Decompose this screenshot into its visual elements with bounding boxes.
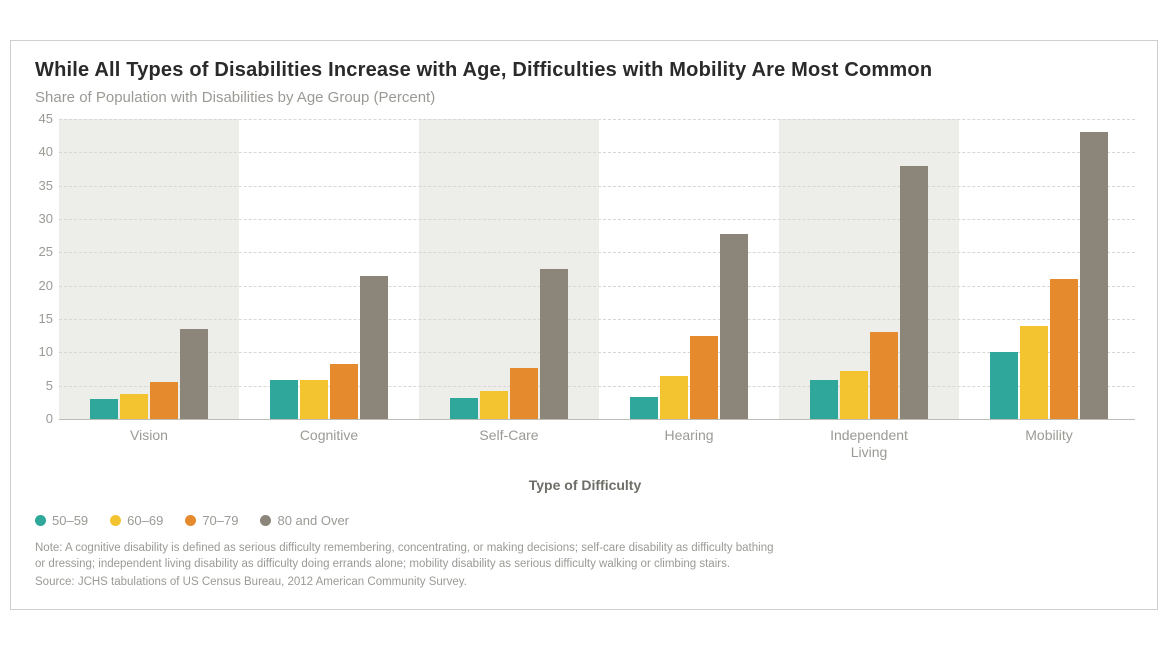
bar <box>630 397 658 419</box>
bar <box>480 391 508 419</box>
bar <box>90 399 118 419</box>
bar <box>120 394 148 419</box>
x-axis-line <box>59 419 1135 420</box>
legend-item: 80 and Over <box>260 513 349 528</box>
category-label: Hearing <box>609 427 769 444</box>
gridline <box>59 286 1135 287</box>
y-tick-label: 20 <box>23 278 53 293</box>
y-tick-label: 0 <box>23 411 53 426</box>
bar <box>810 380 838 419</box>
bar <box>540 269 568 419</box>
y-tick-label: 5 <box>23 378 53 393</box>
bar <box>840 371 868 419</box>
shaded-band <box>779 119 959 419</box>
legend-swatch <box>185 515 196 526</box>
gridline <box>59 252 1135 253</box>
category-label: Cognitive <box>249 427 409 444</box>
shaded-band <box>419 119 599 419</box>
bar <box>690 336 718 419</box>
chart-frame: While All Types of Disabilities Increase… <box>10 40 1158 610</box>
legend-item: 70–79 <box>185 513 238 528</box>
bar <box>450 398 478 419</box>
y-tick-label: 40 <box>23 144 53 159</box>
legend-label: 70–79 <box>202 513 238 528</box>
y-tick-label: 30 <box>23 211 53 226</box>
legend-swatch <box>110 515 121 526</box>
bar <box>330 364 358 419</box>
bar <box>1020 326 1048 419</box>
y-tick-label: 15 <box>23 311 53 326</box>
gridline <box>59 219 1135 220</box>
bar <box>510 368 538 419</box>
footnote-line-2: or dressing; independent living disabili… <box>35 557 730 573</box>
bar <box>870 332 898 419</box>
bar <box>720 234 748 419</box>
bar <box>180 329 208 419</box>
y-tick-label: 25 <box>23 244 53 259</box>
chart-title: While All Types of Disabilities Increase… <box>35 59 932 82</box>
bar <box>150 382 178 419</box>
bar <box>270 380 298 419</box>
legend-label: 60–69 <box>127 513 163 528</box>
bar <box>660 376 688 419</box>
legend-swatch <box>260 515 271 526</box>
bar <box>360 276 388 419</box>
shaded-band <box>59 119 239 419</box>
chart-plot-area: Type of Difficulty 051015202530354045Vis… <box>35 119 1135 419</box>
gridline <box>59 352 1135 353</box>
category-label: Vision <box>69 427 229 444</box>
gridline <box>59 186 1135 187</box>
legend-label: 80 and Over <box>277 513 349 528</box>
x-axis-title: Type of Difficulty <box>35 477 1135 493</box>
bar <box>900 166 928 419</box>
legend-item: 50–59 <box>35 513 88 528</box>
y-tick-label: 45 <box>23 111 53 126</box>
gridline <box>59 119 1135 120</box>
bar <box>1080 132 1108 419</box>
source-line: Source: JCHS tabulations of US Census Bu… <box>35 575 467 591</box>
y-tick-label: 10 <box>23 344 53 359</box>
bar <box>1050 279 1078 419</box>
gridline <box>59 319 1135 320</box>
legend-item: 60–69 <box>110 513 163 528</box>
gridline <box>59 152 1135 153</box>
bar <box>300 380 328 419</box>
gridline <box>59 386 1135 387</box>
y-tick-label: 35 <box>23 178 53 193</box>
category-label: Self-Care <box>429 427 589 444</box>
chart-subtitle: Share of Population with Disabilities by… <box>35 89 435 106</box>
category-label: IndependentLiving <box>789 427 949 461</box>
legend-swatch <box>35 515 46 526</box>
bar <box>990 352 1018 419</box>
legend-label: 50–59 <box>52 513 88 528</box>
category-label: Mobility <box>969 427 1129 444</box>
footnote-line-1: Note: A cognitive disability is defined … <box>35 541 774 557</box>
chart-legend: 50–59 60–69 70–79 80 and Over <box>35 513 349 528</box>
